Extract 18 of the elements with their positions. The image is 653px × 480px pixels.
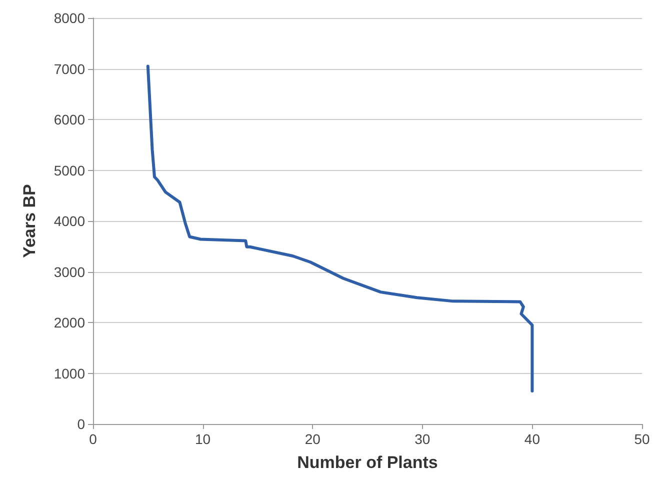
x-tick-label: 20 — [304, 431, 321, 447]
x-axis-title: Number of Plants — [297, 453, 438, 472]
y-tick-label: 4000 — [54, 213, 86, 229]
line-series — [146, 64, 534, 393]
y-tick-label: 7000 — [54, 60, 86, 77]
y-tick-label: 2000 — [54, 314, 86, 330]
y-tick-label: 8000 — [54, 10, 86, 26]
y-tick-label: 1000 — [54, 365, 86, 382]
x-tick-label: 0 — [89, 431, 98, 447]
y-tick-label: 3000 — [54, 264, 86, 280]
x-tick-label: 50 — [634, 431, 650, 447]
y-tick-label: 6000 — [54, 112, 86, 128]
y-tick-label: 5000 — [54, 162, 86, 178]
x-tick-label: 10 — [195, 431, 211, 447]
y-tick-label: 0 — [77, 416, 86, 432]
x-tick-label: 30 — [414, 431, 430, 447]
y-axis-title: Years BP — [20, 184, 39, 258]
x-tick-label: 40 — [524, 431, 540, 447]
